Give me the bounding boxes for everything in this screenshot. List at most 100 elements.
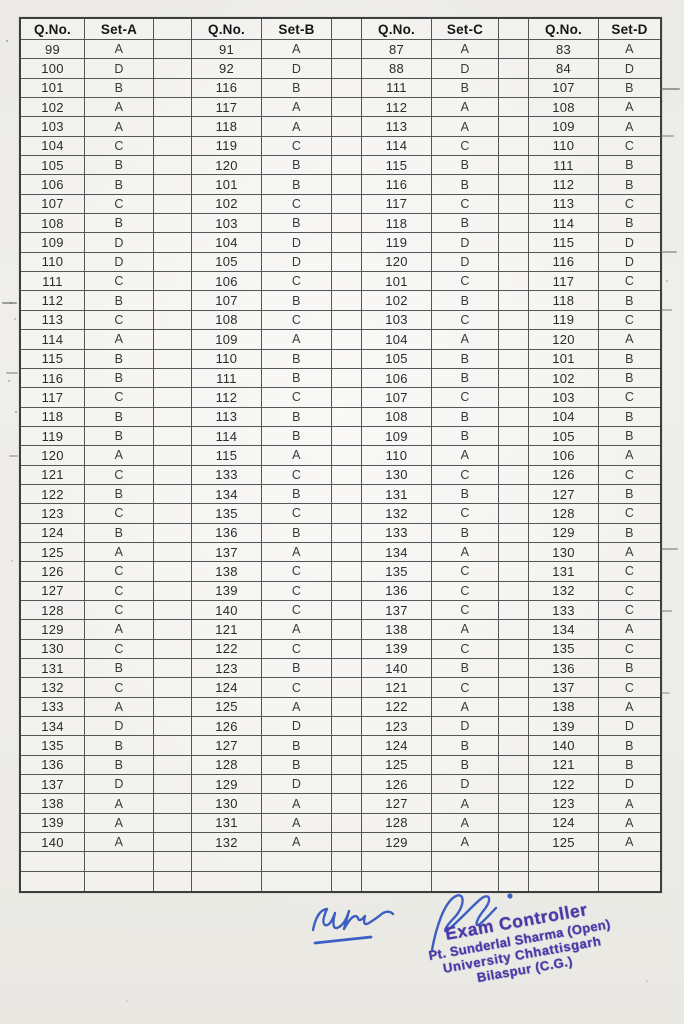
qno-cell: 127 <box>21 581 85 601</box>
answer-cell: D <box>432 233 499 253</box>
answer-cell: B <box>599 756 660 776</box>
answer-cell: C <box>262 639 332 659</box>
spacer-cell <box>154 542 192 563</box>
spacer-cell <box>332 98 362 118</box>
answer-cell: C <box>262 388 332 408</box>
answer-cell: A <box>85 813 154 834</box>
qno-cell: 120 <box>21 446 85 466</box>
answer-cell <box>599 872 660 891</box>
qno-cell: 127 <box>529 484 599 505</box>
qno-cell: 139 <box>192 581 262 601</box>
answer-cell: C <box>85 388 154 408</box>
scan-artifact <box>660 251 677 253</box>
answer-cell: B <box>262 407 332 427</box>
answer-cell: B <box>432 368 499 389</box>
spacer-cell <box>154 136 192 157</box>
answer-cell: B <box>85 214 154 234</box>
answer-cell: C <box>432 136 499 157</box>
header-cell: Set-A <box>85 19 154 40</box>
qno-cell: 113 <box>192 407 262 427</box>
header-cell: Q.No. <box>192 19 262 40</box>
spacer-cell <box>154 504 192 524</box>
qno-cell: 114 <box>529 214 599 234</box>
answer-cell: A <box>85 98 154 118</box>
qno-cell: 135 <box>21 736 85 756</box>
qno-cell: 109 <box>21 233 85 253</box>
qno-cell: 140 <box>192 600 262 621</box>
qno-cell: 102 <box>192 194 262 215</box>
qno-cell: 113 <box>21 310 85 331</box>
answer-cell: C <box>599 601 660 621</box>
qno-cell: 106 <box>21 175 85 195</box>
qno-cell: 129 <box>529 523 599 543</box>
answer-cell: D <box>85 775 154 795</box>
answer-cell: C <box>85 504 154 524</box>
qno-cell: 136 <box>192 523 262 543</box>
answer-key-table: Q.No. Set-A Q.No. Set-B Q.No. Set-C Q.No. Set-D… <box>19 17 662 894</box>
answer-cell: B <box>262 78 332 99</box>
answer-cell: B <box>432 523 499 543</box>
answer-cell: C <box>262 600 332 621</box>
spacer-cell <box>332 504 362 524</box>
qno-cell: 135 <box>529 639 599 659</box>
spacer-cell <box>499 600 529 621</box>
spacer-cell <box>154 252 192 273</box>
qno-cell: 118 <box>192 117 262 137</box>
spacer-cell <box>332 310 362 331</box>
answer-cell: C <box>85 562 154 582</box>
qno-cell: 137 <box>21 775 85 795</box>
answer-cell: C <box>262 562 332 582</box>
qno-cell: 102 <box>362 291 432 311</box>
answer-cell: A <box>85 40 154 60</box>
spacer-cell <box>499 813 529 834</box>
qno-cell: 109 <box>362 426 432 447</box>
qno-cell: 122 <box>192 639 262 659</box>
spacer-cell <box>154 407 192 427</box>
qno-cell: 115 <box>529 233 599 253</box>
answer-cell: D <box>599 59 660 79</box>
qno-cell: 126 <box>192 717 262 737</box>
qno-cell: 117 <box>192 98 262 118</box>
spacer-cell <box>332 678 362 698</box>
qno-cell: 118 <box>362 214 432 234</box>
qno-cell: 101 <box>529 349 599 369</box>
spacer-cell <box>499 833 529 853</box>
answer-cell: B <box>85 349 154 369</box>
qno-cell: 121 <box>529 755 599 776</box>
spacer-cell <box>332 136 362 157</box>
spacer-cell <box>154 833 192 853</box>
answer-cell: C <box>432 678 499 698</box>
qno-cell: 111 <box>362 78 432 99</box>
spacer-cell <box>499 755 529 776</box>
qno-cell: 110 <box>362 446 432 466</box>
answer-cell: B <box>432 407 499 427</box>
spacer-cell <box>154 330 192 350</box>
qno-cell <box>529 852 599 872</box>
answer-cell: C <box>599 562 660 582</box>
answer-cell: C <box>262 136 332 157</box>
spacer-cell <box>499 214 529 234</box>
qno-cell: 103 <box>21 117 85 137</box>
spacer-cell <box>154 98 192 118</box>
spacer-cell <box>499 194 529 215</box>
answer-cell: C <box>599 466 660 485</box>
spacer-cell <box>154 59 192 79</box>
spacer-cell <box>499 330 529 350</box>
answer-cell: B <box>432 755 499 776</box>
qno-cell: 132 <box>529 581 599 601</box>
spacer-cell <box>332 523 362 543</box>
qno-cell: 111 <box>21 272 85 292</box>
qno-cell: 131 <box>192 813 262 834</box>
answer-cell: A <box>432 117 499 137</box>
qno-cell: 107 <box>362 388 432 408</box>
answer-cell: B <box>262 736 332 756</box>
spacer-cell <box>332 639 362 659</box>
spacer-cell <box>332 175 362 195</box>
spacer-cell <box>154 581 192 601</box>
scan-artifact <box>660 309 672 311</box>
spacer-cell <box>154 755 192 776</box>
header-cell: Q.No. <box>529 19 599 40</box>
answer-cell: A <box>85 833 154 853</box>
answer-cell: C <box>599 195 660 215</box>
